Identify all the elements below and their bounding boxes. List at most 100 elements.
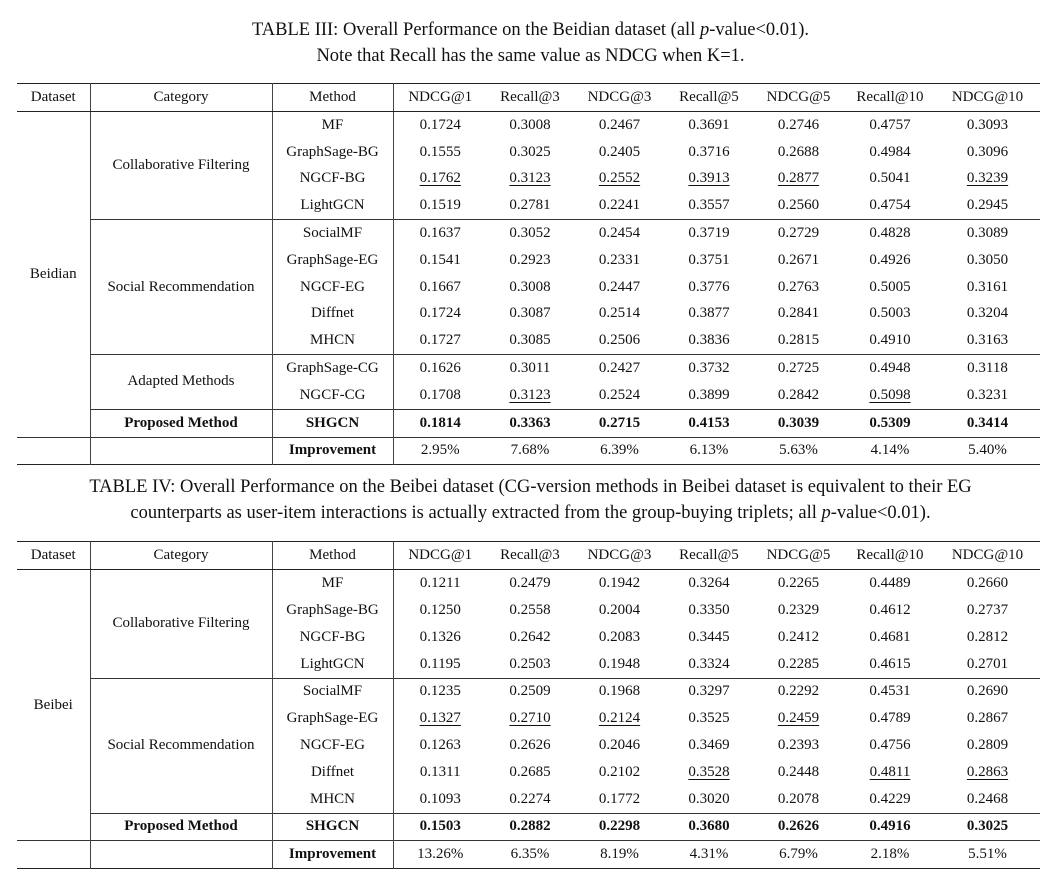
value-cell: 0.3025 [509, 143, 551, 160]
value-cell: 0.2781 [509, 197, 551, 214]
improvement-label-cell: Improvement [272, 840, 394, 869]
value-cell: 0.4948 [845, 354, 935, 382]
value-cell: 0.3297 [666, 677, 752, 706]
value-cell: 0.2393 [777, 737, 820, 754]
value-cell: 0.3161 [966, 278, 1009, 295]
value-cell: 0.4789 [869, 710, 911, 727]
value-cell: 0.2863 [966, 763, 1009, 780]
method-cell: Diffnet [272, 758, 394, 786]
empty-category-cell [90, 436, 273, 465]
value-cell: 0.2737 [966, 602, 1009, 619]
table-iv-caption: TABLE IV: Overall Performance on the Bei… [0, 465, 1061, 528]
method-cell: NGCF-BG [272, 165, 394, 193]
method-cell: MHCN [272, 327, 394, 355]
value-cell: 0.1311 [419, 763, 461, 780]
value-cell: 0.2078 [777, 790, 820, 807]
value-cell: 0.3096 [966, 143, 1009, 160]
header-ndcg-10: NDCG@10 [935, 83, 1040, 112]
value-cell: 0.2102 [598, 763, 641, 780]
proposed-value-cell: 0.1503 [393, 812, 487, 841]
value-cell: 0.1326 [419, 628, 461, 645]
value-cell: 0.2552 [598, 170, 641, 187]
value-cell: 0.2506 [598, 332, 641, 349]
empty-dataset-cell [17, 436, 91, 465]
value-cell: 0.2427 [573, 354, 666, 382]
improvement-value-cell: 2.18% [845, 840, 935, 869]
value-cell: 0.4828 [845, 219, 935, 247]
value-cell: 0.3008 [509, 278, 551, 295]
method-cell: LightGCN [272, 650, 394, 679]
value-cell: 0.2877 [777, 170, 820, 187]
value-cell: 0.3716 [688, 143, 730, 160]
value-cell: 0.3264 [688, 575, 730, 592]
value-cell: 0.3719 [666, 219, 752, 247]
proposed-row: Proposed Method SHGCN 0.1814 0.3363 0.2715 0.… [17, 408, 1040, 438]
proposed-value-cell: 0.5309 [845, 408, 935, 438]
table-row: MHCN 0.1727 0.3085 0.2506 0.3836 0.2815 0.4910… [17, 327, 1040, 355]
value-cell: 0.2124 [598, 710, 641, 727]
value-cell: 0.3691 [688, 116, 730, 133]
value-cell: 0.2690 [935, 677, 1040, 706]
table-row: Diffnet 0.1724 0.3087 0.2514 0.3877 0.2841 0.5… [17, 300, 1040, 328]
header-ndcg-3: NDCG@3 [573, 541, 666, 571]
value-cell: 0.3557 [688, 197, 730, 214]
value-cell: 0.2509 [487, 677, 573, 706]
method-cell: Diffnet [272, 300, 394, 328]
value-cell: 0.4756 [869, 737, 911, 754]
value-cell: 0.2671 [777, 251, 820, 268]
method-cell: NGCF-CG [272, 381, 394, 410]
method-cell: MF [272, 111, 394, 139]
value-cell: 0.2454 [573, 219, 666, 247]
value-cell: 0.4754 [869, 197, 911, 214]
caption-line-1: TABLE IV: Overall Performance on the Bei… [89, 477, 972, 498]
value-cell: 0.3776 [688, 278, 730, 295]
value-cell: 0.4926 [869, 251, 911, 268]
table-header: Dataset Category Method NDCG@1 Recall@3 NDCG@… [17, 541, 1040, 571]
improvement-value-cell: 8.19% [573, 840, 666, 869]
value-cell: 0.2685 [509, 763, 551, 780]
category-cell: Adapted Methods [90, 354, 273, 410]
value-cell: 0.3877 [688, 305, 730, 322]
table-iii-caption: TABLE III: Overall Performance on the Be… [0, 0, 1061, 71]
header-dataset: Dataset [17, 83, 91, 112]
header-ndcg-10: NDCG@10 [935, 541, 1040, 571]
value-cell: 0.5098 [869, 386, 911, 403]
value-cell: 0.2503 [509, 655, 551, 672]
value-cell: 0.1626 [393, 354, 487, 382]
improvement-row: Improvement 2.95% 7.68% 6.39% 6.13% 5.63% 4.14… [17, 436, 1040, 465]
value-cell: 0.4681 [869, 628, 911, 645]
proposed-value-cell: 0.2715 [573, 408, 666, 438]
value-cell: 0.2701 [966, 655, 1009, 672]
method-cell: GraphSage-EG [272, 705, 394, 733]
proposed-value-cell: 0.3680 [666, 812, 752, 841]
header-recall-10: Recall@10 [845, 541, 935, 571]
proposed-value-cell: 0.3039 [752, 408, 845, 438]
table-row: GraphSage-EG 0.1541 0.2923 0.2331 0.3751 0.26… [17, 246, 1040, 274]
value-cell: 0.1727 [419, 332, 461, 349]
improvement-value-cell: 5.63% [752, 436, 845, 465]
value-cell: 0.4910 [869, 332, 911, 349]
value-cell: 0.2746 [777, 116, 820, 133]
value-cell: 0.1724 [419, 116, 461, 133]
value-cell: 0.2468 [966, 790, 1009, 807]
value-cell: 0.3123 [509, 386, 551, 403]
value-cell: 0.1637 [393, 219, 487, 247]
caption-line-2: counterparts as user-item interactions i… [130, 503, 931, 524]
value-cell: 0.4757 [869, 116, 911, 133]
value-cell: 0.2642 [509, 628, 551, 645]
value-cell: 0.2004 [598, 602, 641, 619]
value-cell: 0.2809 [966, 737, 1009, 754]
table-row: LightGCN 0.1519 0.2781 0.2241 0.3557 0.2560 0.… [17, 192, 1040, 220]
category-cell: Social Recommendation [90, 677, 273, 814]
value-cell: 0.1555 [419, 143, 461, 160]
table-row: Beibei Collaborative Filtering MF 0.1211 0.2… [17, 569, 1040, 841]
value-cell: 0.3050 [966, 251, 1009, 268]
value-cell: 0.1195 [419, 655, 461, 672]
table-row: NGCF-EG 0.1667 0.3008 0.2447 0.3776 0.2763 0.5… [17, 273, 1040, 301]
dataset-cell: Beidian [17, 111, 91, 438]
value-cell: 0.4229 [869, 790, 911, 807]
header-method: Method [272, 83, 394, 112]
proposed-value-cell: 0.4153 [666, 408, 752, 438]
value-cell: 0.1235 [393, 677, 487, 706]
method-cell: NGCF-EG [272, 273, 394, 301]
